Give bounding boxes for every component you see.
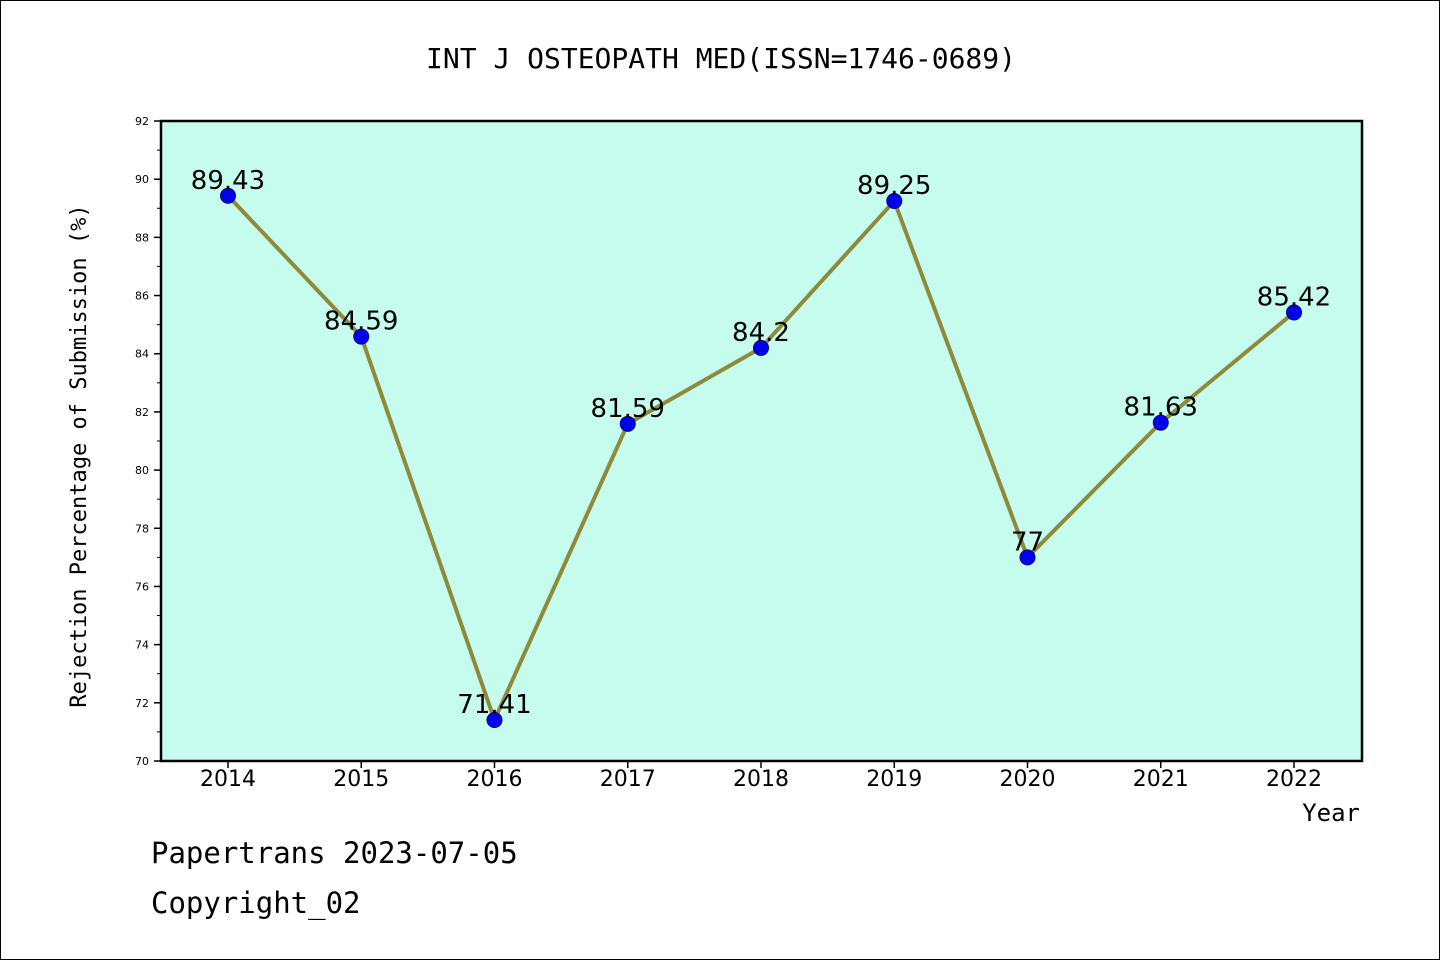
x-axis-label: Year <box>1302 799 1360 827</box>
y-tick-label: 88 <box>135 231 149 244</box>
data-point <box>1152 414 1169 431</box>
y-tick-label: 78 <box>135 522 149 535</box>
data-point <box>1019 549 1036 566</box>
x-axis: 2014 2015 2016 2017 2018 2019 2020 2021 2022 <box>200 761 1322 792</box>
y-tick-label: 76 <box>135 580 149 593</box>
y-tick-label: 80 <box>135 464 149 477</box>
footer-copyright-text: Copyright_02 <box>151 886 361 920</box>
data-label: 84.59 <box>324 307 398 337</box>
data-label: 71.41 <box>457 690 531 720</box>
data-label: 81.59 <box>591 394 665 424</box>
y-axis-label: Rejection Percentage of Submission (%) <box>67 204 92 707</box>
y-tick-label: 82 <box>135 406 149 419</box>
y-tick-label: 90 <box>135 173 149 186</box>
data-point <box>886 193 903 209</box>
footer-date-text: Papertrans 2023-07-05 <box>151 836 518 870</box>
x-tick-label: 2015 <box>333 767 389 792</box>
data-label: 89.43 <box>191 166 265 196</box>
y-axis: 70 72 74 76 78 80 82 84 86 88 90 92 <box>135 115 161 768</box>
y-tick-label: 86 <box>135 290 149 303</box>
data-series: 89.43 84.59 71.41 81.59 84.2 89.25 77 81.63 85.4… <box>191 166 1331 728</box>
plot-area <box>159 119 1364 763</box>
x-tick-label: 2022 <box>1266 767 1322 792</box>
x-tick-label: 2019 <box>866 767 922 792</box>
x-tick-label: 2017 <box>600 767 656 792</box>
data-label: 77 <box>1011 527 1044 557</box>
y-tick-label: 74 <box>135 639 149 652</box>
x-tick-label: 2014 <box>200 767 256 792</box>
data-label: 84.2 <box>732 318 790 348</box>
data-point <box>753 339 769 356</box>
x-tick-label: 2021 <box>1133 767 1189 792</box>
x-tick-label: 2016 <box>467 767 523 792</box>
data-point <box>220 187 236 204</box>
data-point <box>1286 304 1302 321</box>
data-label: 85.42 <box>1257 282 1331 312</box>
data-label: 81.63 <box>1124 393 1198 423</box>
data-point <box>486 711 503 728</box>
x-tick-label: 2020 <box>1000 767 1056 792</box>
y-tick-label: 70 <box>135 755 149 768</box>
data-point <box>619 415 636 432</box>
chart-title: INT J OSTEOPATH MED(ISSN=1746-0689) <box>426 42 1016 75</box>
y-tick-label: 84 <box>135 348 149 361</box>
data-point <box>353 328 370 345</box>
y-tick-label: 72 <box>135 697 149 710</box>
y-tick-label: 92 <box>135 115 149 128</box>
data-label: 89.25 <box>857 171 931 201</box>
x-tick-label: 2018 <box>733 767 789 792</box>
